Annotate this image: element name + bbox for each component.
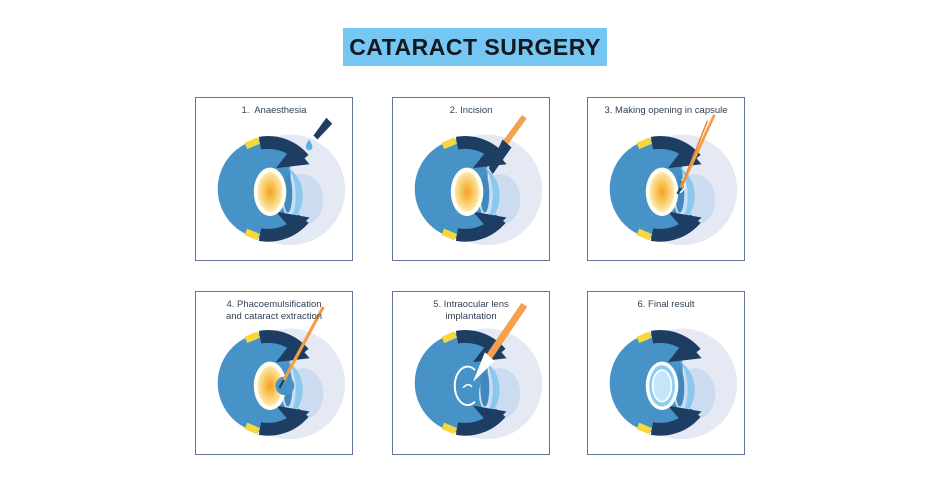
page-title: CATARACT SURGERY bbox=[349, 33, 601, 60]
scalpel-handle-icon bbox=[503, 115, 527, 145]
step-caption: 2. Incision bbox=[449, 105, 493, 116]
title-banner: CATARACT SURGERY bbox=[343, 28, 607, 66]
iol-center bbox=[651, 369, 673, 403]
anaesthetic-drop-icon bbox=[305, 139, 313, 151]
eye-illustration-iol-implantation bbox=[393, 302, 549, 454]
step-caption: 3. Making opening in capsule bbox=[604, 105, 728, 116]
lens-extraction-bite bbox=[275, 376, 295, 396]
eye-illustration-final-result bbox=[588, 292, 744, 454]
step-panel-phacoemulsification: 4. Phacoemulsification and cataract extr… bbox=[195, 291, 353, 455]
step-caption: 1. Anaesthesia bbox=[241, 105, 307, 116]
step-caption: 5. Intraocular lens implantation bbox=[433, 299, 509, 323]
iol-curl bbox=[462, 383, 473, 389]
step-panel-anaesthesia: 1. Anaesthesia bbox=[195, 97, 353, 261]
step-panel-final-result: 6. Final result bbox=[587, 291, 745, 455]
cystotome-needle-shadow bbox=[680, 120, 709, 189]
eye-illustration-phacoemulsification bbox=[196, 306, 352, 454]
step-panel-incision: 2. Incision bbox=[392, 97, 550, 261]
step-panel-capsule-opening: 3. Making opening in capsule bbox=[587, 97, 745, 261]
needle-tip bbox=[676, 187, 682, 195]
phaco-probe-icon bbox=[280, 306, 325, 385]
eye-illustration-incision bbox=[393, 115, 549, 260]
step-caption: 6. Final result bbox=[637, 299, 695, 310]
eyedropper-icon bbox=[313, 117, 333, 140]
step-caption: 4. Phacoemulsification and cataract extr… bbox=[225, 299, 323, 323]
lens-injector-icon bbox=[485, 302, 528, 360]
probe-tip bbox=[278, 379, 285, 389]
scalpel-blade-icon bbox=[488, 139, 512, 175]
injector-tip bbox=[472, 352, 495, 382]
step-panel-iol-implantation: 5. Intraocular lens implantation bbox=[392, 291, 550, 455]
eye-illustration-capsule-opening bbox=[588, 114, 744, 260]
folded-iol-outline bbox=[453, 365, 476, 407]
eye-illustration-anaesthesia bbox=[196, 117, 352, 260]
